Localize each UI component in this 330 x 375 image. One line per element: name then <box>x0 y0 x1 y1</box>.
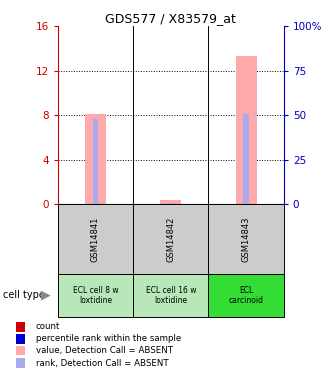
Bar <box>16 334 25 344</box>
Text: value, Detection Call = ABSENT: value, Detection Call = ABSENT <box>36 346 173 355</box>
Title: GDS577 / X83579_at: GDS577 / X83579_at <box>105 12 236 25</box>
Bar <box>133 274 209 317</box>
Bar <box>58 274 133 317</box>
Text: ▶: ▶ <box>41 289 51 302</box>
Bar <box>168 203 173 204</box>
Bar <box>209 204 284 274</box>
Text: GSM14843: GSM14843 <box>242 216 250 262</box>
Bar <box>160 200 181 204</box>
Text: GSM14841: GSM14841 <box>91 216 100 262</box>
Text: GSM14842: GSM14842 <box>166 216 175 262</box>
Bar <box>244 114 249 204</box>
Bar <box>16 358 25 368</box>
Bar <box>16 322 25 332</box>
Text: ECL
carcinoid: ECL carcinoid <box>229 286 264 305</box>
Bar <box>209 274 284 317</box>
Bar <box>93 118 98 204</box>
Bar <box>133 204 209 274</box>
Text: count: count <box>36 322 60 331</box>
Bar <box>236 56 257 204</box>
Text: ECL cell 16 w
loxtidine: ECL cell 16 w loxtidine <box>146 286 196 305</box>
Text: rank, Detection Call = ABSENT: rank, Detection Call = ABSENT <box>36 358 168 368</box>
Text: ECL cell 8 w
loxtidine: ECL cell 8 w loxtidine <box>73 286 118 305</box>
Text: percentile rank within the sample: percentile rank within the sample <box>36 334 181 343</box>
Bar <box>16 346 25 355</box>
Text: cell type: cell type <box>3 290 45 300</box>
Bar <box>58 204 133 274</box>
Bar <box>85 114 106 204</box>
